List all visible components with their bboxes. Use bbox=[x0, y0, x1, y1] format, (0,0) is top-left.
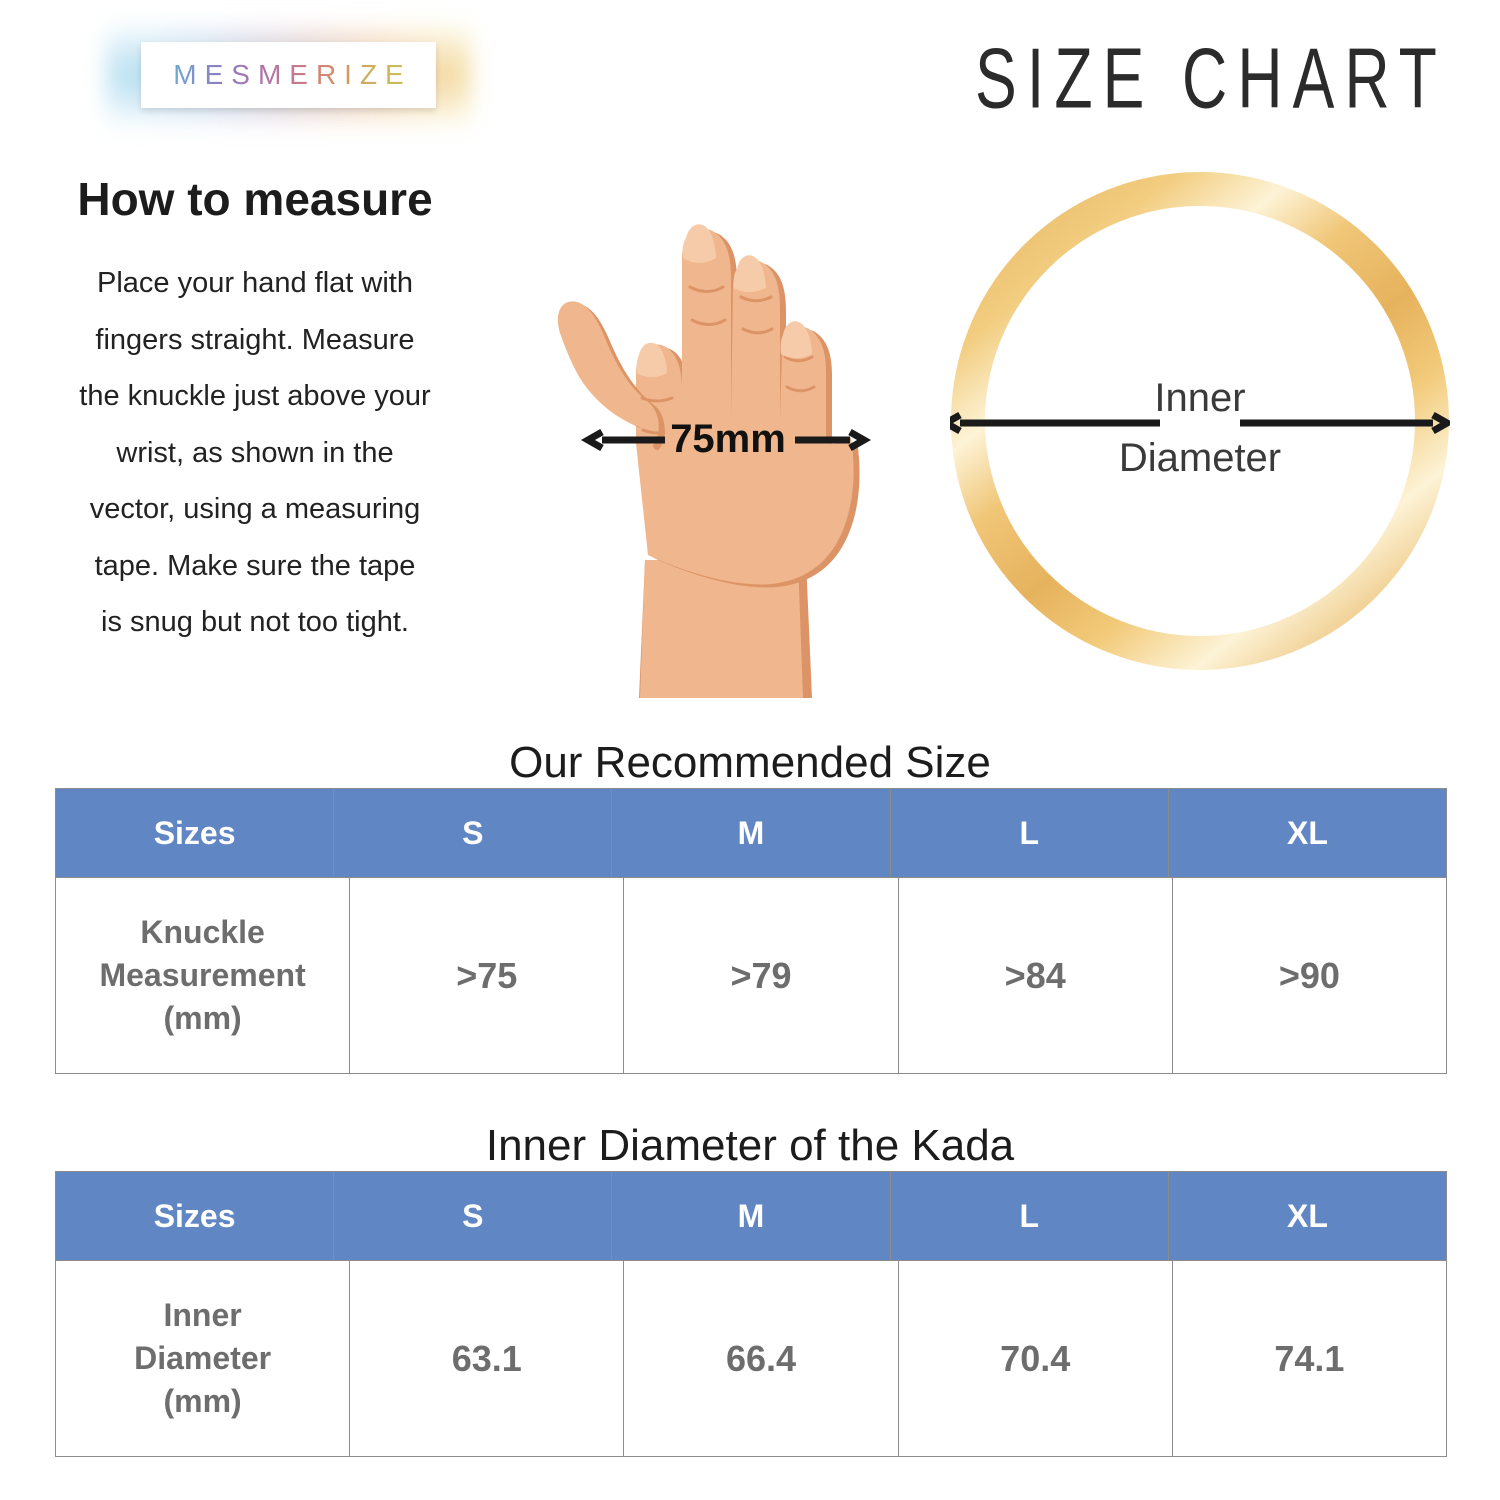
svg-text:Diameter: Diameter bbox=[1119, 436, 1281, 480]
svg-text:Inner: Inner bbox=[1154, 376, 1245, 420]
svg-text:75mm: 75mm bbox=[670, 417, 786, 461]
